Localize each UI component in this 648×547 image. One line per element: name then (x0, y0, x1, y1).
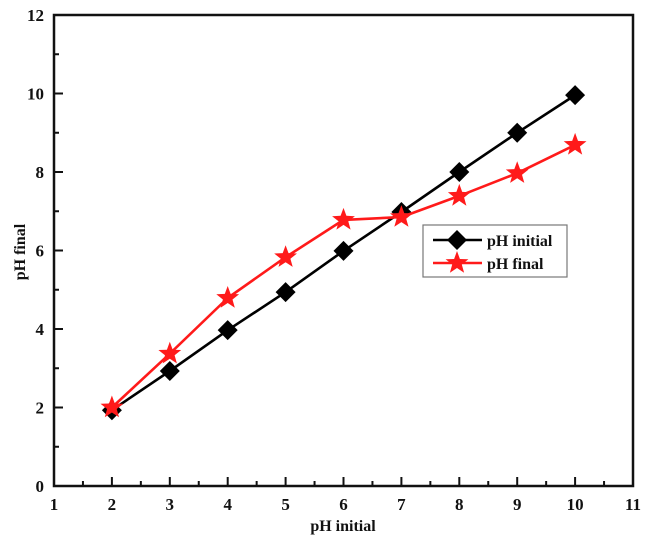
legend-label-ph-initial: pH initial (487, 233, 553, 250)
y-tick-label: 0 (36, 477, 45, 496)
x-tick-label: 4 (223, 495, 232, 514)
plot-series (100, 85, 587, 421)
x-tick-label: 2 (108, 495, 117, 514)
y-tick-label: 10 (27, 85, 44, 104)
y-tick-label: 12 (27, 6, 44, 25)
legend: pH initial pH final (422, 224, 568, 278)
legend-box (422, 224, 568, 278)
x-tick-label: 5 (281, 495, 290, 514)
legend-item-ph-final: pH final (433, 251, 544, 273)
x-tick-label: 11 (625, 495, 641, 514)
star-marker-icon (445, 251, 469, 273)
star-marker-icon (390, 205, 413, 227)
star-marker-icon (505, 161, 529, 183)
x-tick-label: 7 (397, 495, 406, 514)
series-ph-final (100, 132, 587, 418)
x-tick-label: 10 (567, 495, 584, 514)
star-marker-icon (274, 245, 297, 267)
diamond-marker-icon (275, 282, 296, 303)
legend-label-ph-final: pH final (487, 256, 544, 273)
x-tick-label: 3 (166, 495, 175, 514)
star-marker-icon (216, 286, 240, 308)
diamond-marker-icon (217, 320, 238, 341)
diamond-marker-icon (565, 85, 586, 106)
plot-frame (52, 13, 635, 488)
star-marker-icon (332, 207, 355, 230)
y-tick-label: 4 (36, 320, 45, 339)
y-tick-label: 8 (36, 163, 45, 182)
x-tick-label: 9 (513, 495, 522, 514)
star-marker-icon (100, 395, 124, 418)
diamond-marker-icon (159, 360, 180, 381)
x-axis-title: pH initial (310, 518, 376, 535)
star-marker-icon (447, 183, 471, 206)
star-marker-icon (158, 341, 182, 364)
x-tick-label: 8 (455, 495, 464, 514)
diamond-marker-icon (447, 230, 467, 250)
x-tick-label: 1 (50, 495, 59, 514)
diamond-marker-icon (333, 240, 354, 261)
diamond-marker-icon (449, 162, 470, 182)
y-tick-label: 2 (36, 399, 45, 418)
legend-item-ph-initial: pH initial (433, 230, 553, 250)
diamond-marker-icon (507, 122, 528, 143)
star-marker-icon (563, 132, 587, 155)
y-tick-label: 6 (36, 242, 45, 261)
x-tick-label: 6 (339, 495, 348, 514)
y-axis-title: pH final (12, 223, 29, 280)
